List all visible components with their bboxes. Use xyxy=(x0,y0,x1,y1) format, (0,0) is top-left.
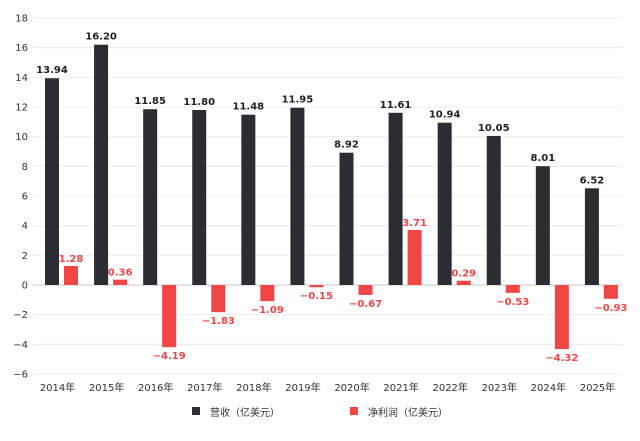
data-label-revenue: 13.94 xyxy=(36,65,68,76)
bar-net-profit xyxy=(260,285,275,302)
y-tick-label: 0 xyxy=(22,281,28,292)
bar-net-profit xyxy=(113,279,128,285)
data-label-revenue: 10.94 xyxy=(429,110,461,121)
x-tick-label: 2025年 xyxy=(580,381,615,394)
y-tick-label: 12 xyxy=(15,103,28,114)
data-label-net-profit: −0.67 xyxy=(349,299,382,310)
legend-swatch-net-profit xyxy=(350,407,358,415)
bar-revenue xyxy=(486,135,501,285)
bar-revenue xyxy=(339,152,354,285)
data-label-net-profit: −1.09 xyxy=(251,305,284,316)
bar-net-profit xyxy=(309,285,324,288)
y-tick-label: 6 xyxy=(22,192,28,203)
data-label-revenue: 6.52 xyxy=(580,175,605,186)
bar-net-profit xyxy=(211,285,226,313)
bar-revenue xyxy=(45,78,59,286)
x-tick-label: 2017年 xyxy=(187,381,222,394)
bar-revenue xyxy=(535,166,550,285)
y-tick-label: −2 xyxy=(13,310,28,321)
data-label-revenue: 16.20 xyxy=(85,32,117,43)
data-label-revenue: 11.48 xyxy=(233,102,265,113)
data-label-net-profit: 1.28 xyxy=(59,254,84,265)
x-tick-label: 2016年 xyxy=(138,381,173,394)
bar-net-profit xyxy=(554,285,569,350)
bar-net-profit xyxy=(603,285,618,299)
y-tick-label: 10 xyxy=(15,132,28,143)
x-tick-label: 2014年 xyxy=(40,381,75,394)
legend: 营收（亿美元） 净利润（亿美元） xyxy=(0,404,640,419)
bar-revenue xyxy=(437,122,452,286)
legend-item-revenue: 营收（亿美元） xyxy=(192,404,280,419)
x-tick-label: 2023年 xyxy=(482,381,517,394)
bar-net-profit xyxy=(505,285,520,293)
bar-revenue xyxy=(143,109,158,285)
y-tick-label: 4 xyxy=(22,221,28,232)
data-label-revenue: 10.05 xyxy=(478,123,510,134)
data-label-net-profit: 0.29 xyxy=(451,269,476,280)
data-label-revenue: 11.80 xyxy=(183,97,215,108)
bar-revenue xyxy=(94,44,109,286)
x-tick-label: 2024年 xyxy=(531,381,566,394)
data-label-net-profit: −4.32 xyxy=(545,353,578,364)
legend-label-net-profit: 净利润（亿美元） xyxy=(368,407,448,419)
y-tick-label: 14 xyxy=(15,73,28,84)
data-label-revenue: 11.85 xyxy=(134,96,166,107)
bar-net-profit xyxy=(162,285,177,348)
data-label-revenue: 8.01 xyxy=(530,153,555,164)
data-label-net-profit: −0.53 xyxy=(496,297,529,308)
y-tick-label: −6 xyxy=(13,370,28,381)
bar-revenue xyxy=(290,107,305,285)
x-tick-label: 2021年 xyxy=(383,381,418,394)
bar-revenue xyxy=(241,114,256,285)
bar-net-profit xyxy=(64,266,78,285)
bar-revenue xyxy=(388,112,403,285)
bar-net-profit xyxy=(456,280,471,285)
legend-item-net-profit: 净利润（亿美元） xyxy=(350,404,448,419)
data-label-net-profit: −4.19 xyxy=(153,351,186,362)
bar-net-profit xyxy=(358,285,373,295)
data-label-revenue: 11.61 xyxy=(380,100,412,111)
data-label-net-profit: 0.36 xyxy=(108,268,133,279)
x-tick-label: 2022年 xyxy=(432,381,467,394)
bar-revenue xyxy=(584,188,599,285)
x-tick-label: 2015年 xyxy=(89,381,124,394)
y-tick-label: 16 xyxy=(15,43,28,54)
data-label-net-profit: −1.83 xyxy=(202,316,235,327)
x-tick-label: 2020年 xyxy=(334,381,369,394)
y-tick-label: 2 xyxy=(22,251,28,262)
data-label-revenue: 11.95 xyxy=(282,95,314,106)
data-label-net-profit: −0.93 xyxy=(594,303,627,314)
data-label-revenue: 8.92 xyxy=(334,140,359,151)
y-tick-label: 8 xyxy=(22,162,28,173)
legend-label-revenue: 营收（亿美元） xyxy=(210,407,280,419)
bar-net-profit xyxy=(407,229,422,285)
bar-revenue xyxy=(192,109,207,285)
x-tick-label: 2018年 xyxy=(236,381,271,394)
legend-swatch-revenue xyxy=(192,407,200,415)
y-tick-label: −4 xyxy=(13,340,28,351)
data-label-net-profit: −0.15 xyxy=(300,291,333,302)
data-label-net-profit: 3.71 xyxy=(402,218,427,229)
x-tick-label: 2019年 xyxy=(285,381,320,394)
y-tick-label: 18 xyxy=(15,14,28,25)
